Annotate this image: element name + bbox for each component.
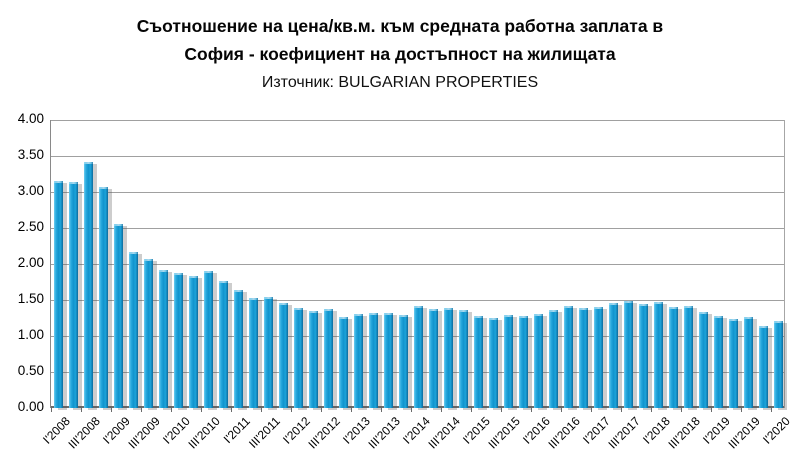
bar-IV'2008 (99, 187, 108, 408)
x-axis-tick (81, 408, 82, 412)
bar-III'2011 (264, 297, 273, 408)
chart-title-line2: София - коефициент на достъпност на жили… (184, 44, 616, 64)
y-axis-tick-label: 2.50 (17, 219, 44, 234)
bar-IV'2015 (519, 316, 528, 408)
x-axis-tick (411, 408, 412, 412)
x-axis-tick (261, 408, 262, 412)
bar-IV'2013 (399, 315, 408, 408)
x-axis-tick (771, 408, 772, 412)
bar-I'2020 (774, 321, 783, 408)
bar-II'2011 (249, 298, 258, 408)
bar-II'2015 (489, 318, 498, 408)
bar-I'2015 (474, 316, 483, 408)
x-axis-tick (471, 408, 472, 412)
bar-IV'2012 (339, 317, 348, 408)
y-axis-tick-label: 2.00 (17, 255, 44, 270)
bar-IV'2009 (159, 270, 168, 408)
bar-I'2016 (534, 314, 543, 408)
chart-header: Съотношение на цена/кв.м. към средната р… (0, 12, 800, 98)
y-axis-tick-label: 3.00 (17, 183, 44, 198)
bar-IV'2017 (639, 304, 648, 408)
bar-III'2016 (564, 306, 573, 408)
x-axis-tick (51, 408, 52, 412)
bar-IV'2010 (219, 281, 228, 408)
bar-III'2015 (504, 315, 513, 408)
x-axis-tick (141, 408, 142, 412)
x-axis-tick (171, 408, 172, 412)
bar-III'2018 (684, 306, 693, 408)
x-axis-tick (741, 408, 742, 412)
bar-III'2019 (744, 317, 753, 408)
gridline (51, 228, 784, 229)
bar-I'2010 (174, 273, 183, 408)
bar-III'2009 (144, 259, 153, 408)
bar-IV'2016 (579, 308, 588, 408)
x-axis-tick (321, 408, 322, 412)
bar-III'2008 (84, 162, 93, 408)
plot-area (50, 120, 785, 412)
bar-I'2018 (654, 302, 663, 408)
x-axis-tick (591, 408, 592, 412)
bar-III'2010 (204, 271, 213, 408)
gridline (51, 156, 784, 157)
y-axis-tick-label: 1.00 (17, 327, 44, 342)
x-axis-tick (501, 408, 502, 412)
y-axis-tick-label: 0.00 (17, 399, 44, 414)
bar-I'2019 (714, 316, 723, 408)
bar-IV'2019 (759, 326, 768, 408)
x-axis-tick (291, 408, 292, 412)
bar-I'2017 (594, 307, 603, 408)
bar-II'2014 (429, 309, 438, 408)
y-axis-tick-label: 0.50 (17, 363, 44, 378)
bar-III'2017 (624, 301, 633, 408)
x-axis-tick (441, 408, 442, 412)
bar-I'2013 (354, 314, 363, 408)
bar-I'2014 (414, 306, 423, 408)
bar-I'2011 (234, 290, 243, 408)
bar-II'2010 (189, 276, 198, 408)
y-axis-tick-label: 3.50 (17, 147, 44, 162)
bar-II'2012 (309, 311, 318, 408)
bar-III'2014 (444, 308, 453, 408)
y-axis-tick-label: 4.00 (17, 111, 44, 126)
bar-IV'2018 (699, 312, 708, 408)
bar-IV'2014 (459, 310, 468, 408)
x-axis-tick (711, 408, 712, 412)
bar-II'2017 (609, 303, 618, 408)
bar-II'2019 (729, 319, 738, 408)
bar-II'2009 (129, 252, 138, 408)
gridline (51, 120, 784, 121)
x-axis-tick (681, 408, 682, 412)
x-axis-tick (561, 408, 562, 412)
y-axis-tick-label: 1.50 (17, 291, 44, 306)
gridline (51, 300, 784, 301)
bar-I'2012 (294, 308, 303, 408)
bar-II'2013 (369, 313, 378, 408)
x-axis-tick (351, 408, 352, 412)
bar-II'2018 (669, 307, 678, 408)
bar-II'2008 (69, 182, 78, 408)
x-axis-tick (651, 408, 652, 412)
bar-IV'2011 (279, 303, 288, 408)
bar-III'2013 (384, 313, 393, 408)
bar-I'2008 (54, 181, 63, 408)
x-axis-tick (381, 408, 382, 412)
x-axis-tick (531, 408, 532, 412)
bar-II'2016 (549, 310, 558, 408)
gridline (51, 264, 784, 265)
bar-I'2009 (114, 224, 123, 408)
bar-III'2012 (324, 309, 333, 408)
x-axis-tick (201, 408, 202, 412)
gridline (51, 192, 784, 193)
x-axis-tick (111, 408, 112, 412)
chart-title-line1: Съотношение на цена/кв.м. към средната р… (136, 16, 664, 36)
x-axis-tick (621, 408, 622, 412)
x-axis-tick (231, 408, 232, 412)
chart-source: Източник: BULGARIAN PROPERTIES (261, 74, 539, 91)
